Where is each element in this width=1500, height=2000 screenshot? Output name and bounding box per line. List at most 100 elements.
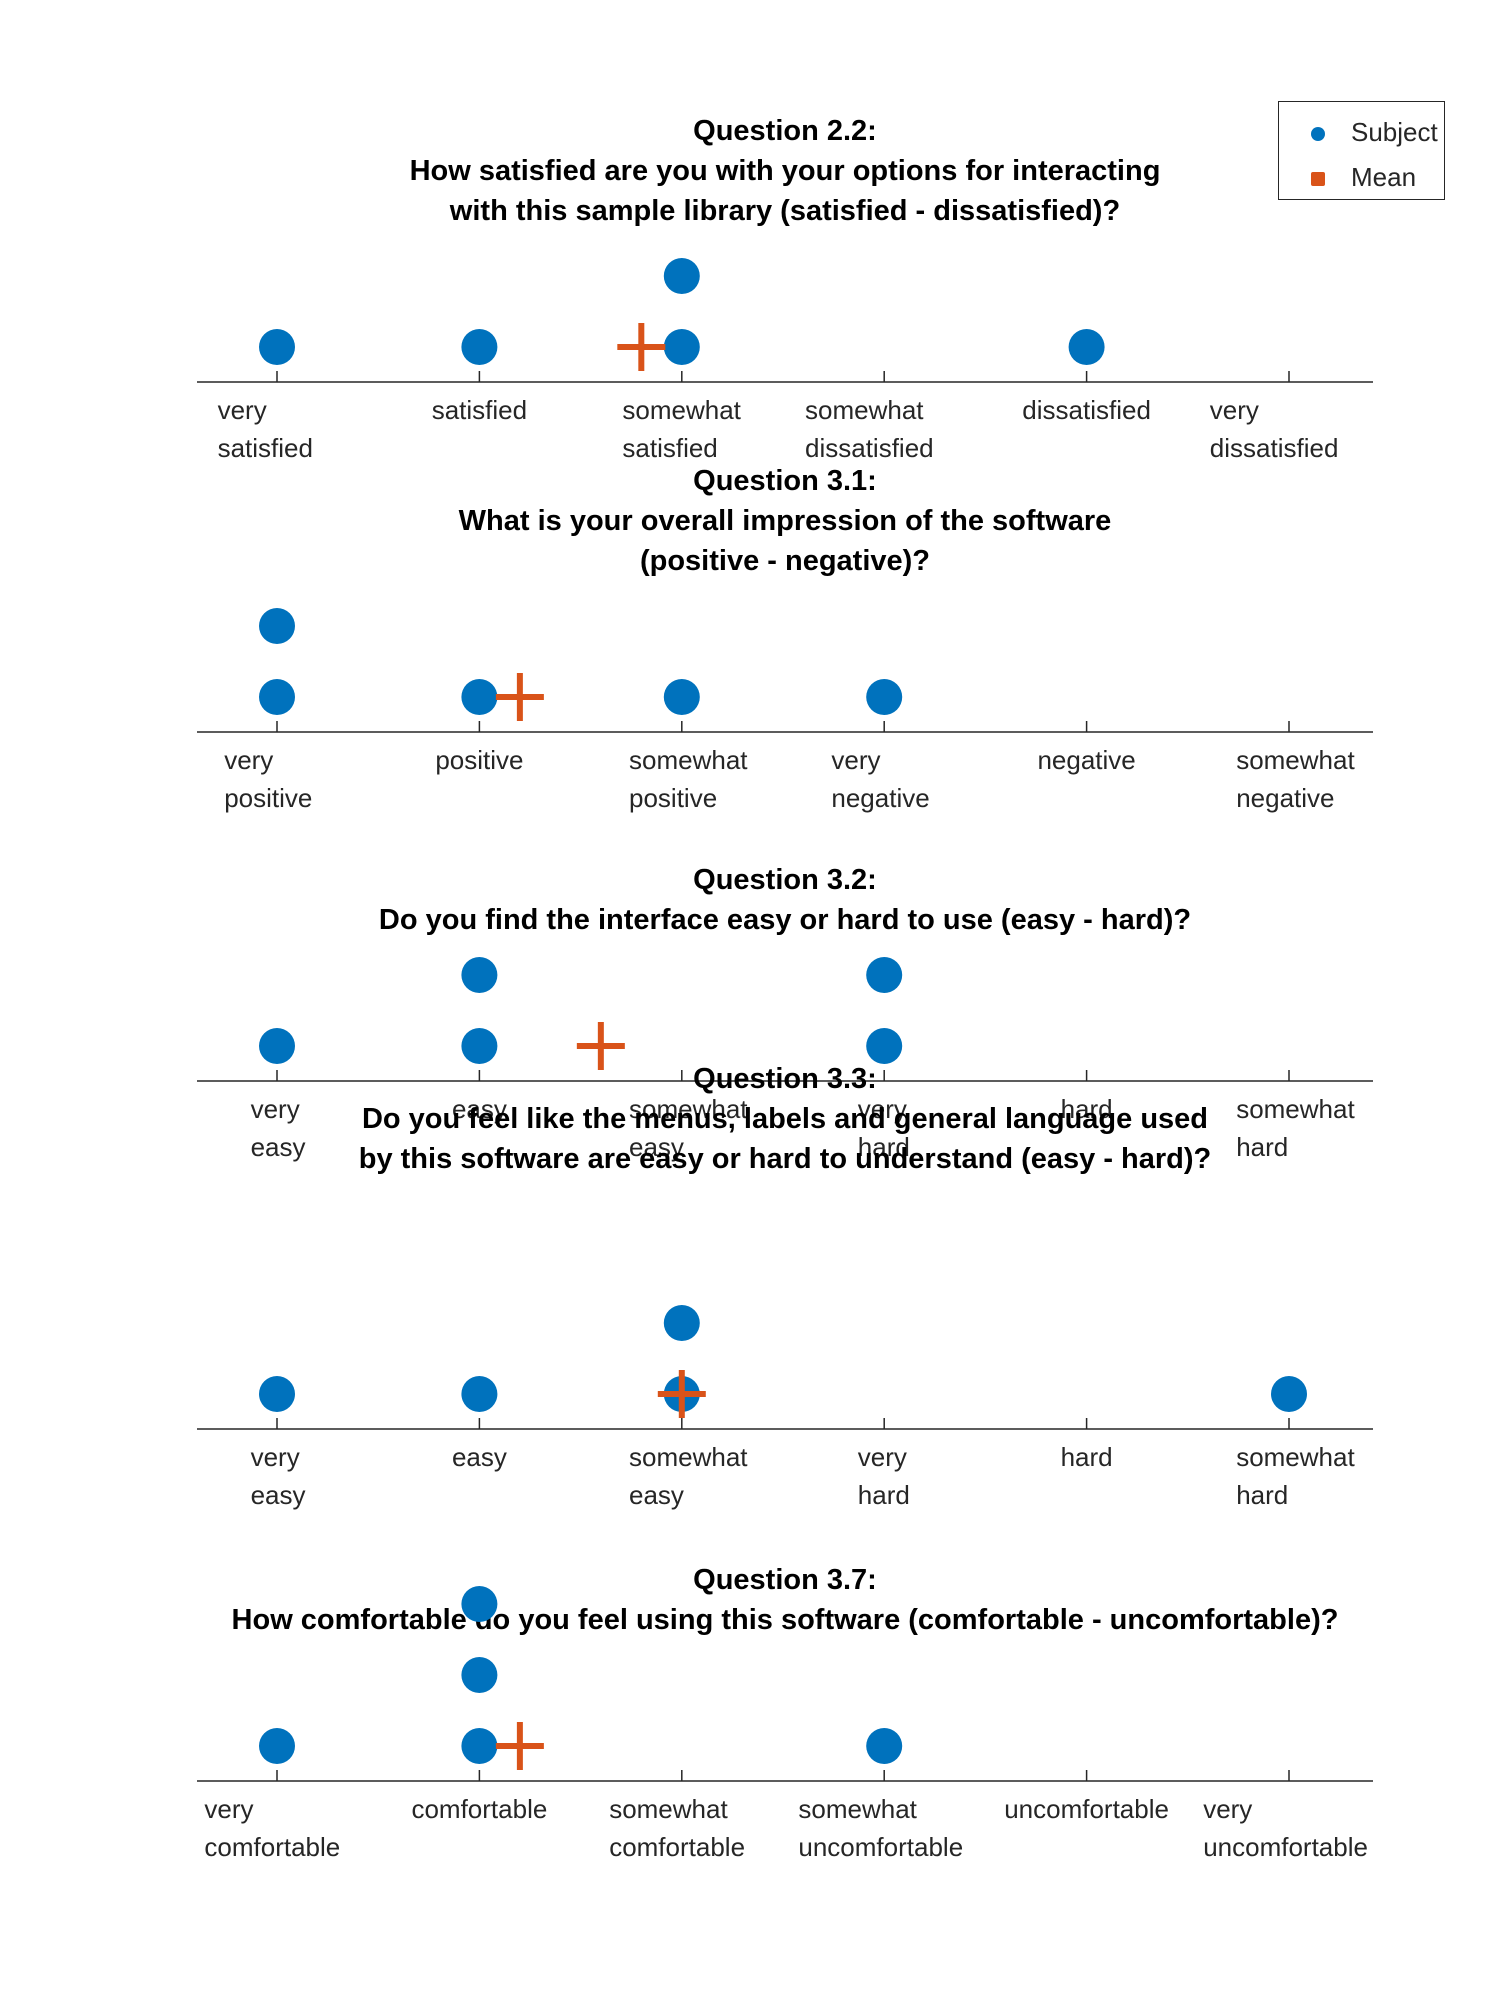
tick-label-line: satisfied	[218, 433, 313, 463]
tick-label: very easy	[251, 1442, 306, 1510]
tick-label: somewhat comfortable	[609, 1794, 745, 1862]
subject-point	[461, 1657, 498, 1693]
tick-label-line: comfortable	[411, 1794, 547, 1824]
subject-point	[461, 957, 498, 993]
subject-point	[1271, 1376, 1307, 1412]
tick-label-line: somewhat	[805, 395, 924, 425]
tick-label-line: dissatisfied	[1022, 395, 1151, 425]
mean-marker-icon	[1311, 172, 1325, 186]
subject-point	[663, 258, 700, 294]
subject-point	[461, 329, 498, 365]
tick-label-line: negative	[1236, 783, 1334, 813]
tick-label-line: dissatisfied	[805, 433, 934, 463]
tick-label-line: negative	[831, 783, 929, 813]
subject-point	[461, 1376, 498, 1412]
question-text-line: (positive - negative)?	[640, 545, 930, 577]
subject-point	[259, 1028, 295, 1064]
tick-label: comfortable	[411, 1794, 547, 1824]
mean-marker	[617, 323, 666, 371]
tick-label: somewhat dissatisfied	[805, 395, 934, 463]
question-text-line: How satisfied are you with your options …	[410, 155, 1161, 187]
question-title: Question 3.2:	[693, 864, 877, 896]
tick-label-line: somewhat	[1236, 1442, 1355, 1472]
subject-point	[866, 1728, 903, 1764]
tick-label-line: very	[204, 1794, 253, 1824]
question-title: Question 3.3:	[693, 1063, 877, 1095]
tick-label-line: easy	[629, 1132, 684, 1162]
question-text-line: Do you find the interface easy or hard t…	[379, 904, 1191, 936]
tick-label: positive	[435, 745, 523, 775]
legend-item-subject: Subject	[1279, 112, 1444, 152]
question-title: Question 3.7:	[693, 1564, 877, 1596]
subject-point	[259, 1728, 295, 1764]
tick-label: very easy	[251, 1094, 306, 1162]
tick-label-line: satisfied	[432, 395, 527, 425]
mean-marker	[657, 1370, 706, 1418]
question-5-panel: Question 3.7: How comfortable do you feel…	[197, 1564, 1373, 1862]
subject-point	[259, 1376, 295, 1412]
tick-label: somewhat positive	[629, 745, 748, 813]
tick-label: uncomfortable	[1004, 1794, 1169, 1824]
subject-point	[461, 679, 498, 715]
tick-label: very hard	[858, 1094, 910, 1162]
tick-label: dissatisfied	[1022, 395, 1151, 425]
tick-label-line: hard	[858, 1132, 910, 1162]
tick-label-line: easy	[251, 1132, 306, 1162]
tick-label-line: easy	[629, 1480, 684, 1510]
tick-label-line: dissatisfied	[1210, 433, 1339, 463]
question-text-line: How comfortable do you feel using this s…	[232, 1604, 1339, 1636]
tick-label: somewhat satisfied	[622, 395, 741, 463]
tick-label-line: negative	[1037, 745, 1135, 775]
tick-label-line: very	[858, 1094, 907, 1124]
tick-label-line: comfortable	[609, 1832, 745, 1862]
tick-label-line: somewhat	[629, 1094, 748, 1124]
mean-marker	[495, 1722, 544, 1770]
tick-label-line: somewhat	[609, 1794, 728, 1824]
tick-label-line: very	[251, 1094, 300, 1124]
tick-label-line: satisfied	[622, 433, 717, 463]
tick-label-line: uncomfortable	[1203, 1832, 1368, 1862]
legend-item-mean: Mean	[1279, 157, 1444, 197]
question-text-line: What is your overall impression of the s…	[459, 505, 1112, 537]
tick-label-line: very	[831, 745, 880, 775]
tick-label-line: very	[224, 745, 273, 775]
question-2-panel: Question 3.1: What is your overall impres…	[197, 465, 1373, 813]
legend-label-mean: Mean	[1351, 162, 1417, 192]
tick-label-line: very	[1203, 1794, 1252, 1824]
subject-point	[866, 1028, 903, 1064]
tick-label: somewhat uncomfortable	[798, 1794, 963, 1862]
tick-label: easy	[452, 1442, 507, 1472]
question-text-line: by this software are easy or hard to und…	[359, 1143, 1212, 1175]
tick-label-line: very	[218, 395, 267, 425]
tick-label-line: somewhat	[1236, 1094, 1355, 1124]
question-3-panel: Question 3.2: Do you find the interface e…	[197, 864, 1373, 1162]
subject-point	[663, 679, 700, 715]
question-title: Question 2.2:	[693, 115, 877, 147]
tick-label-line: somewhat	[629, 1442, 748, 1472]
tick-label: satisfied	[432, 395, 527, 425]
tick-label-line: hard	[1236, 1480, 1288, 1510]
tick-label: easy	[452, 1094, 507, 1124]
tick-label-line: somewhat	[629, 745, 748, 775]
tick-label-line: positive	[224, 783, 312, 813]
legend-label-subject: Subject	[1351, 117, 1438, 147]
subject-point	[663, 1305, 700, 1341]
subject-point	[866, 957, 903, 993]
legend: Subject Mean	[1278, 101, 1445, 200]
tick-label-line: uncomfortable	[798, 1832, 963, 1862]
tick-label-line: uncomfortable	[1004, 1794, 1169, 1824]
question-1-panel: Question 2.2: How satisfied are you with …	[197, 115, 1373, 463]
question-text-line: with this sample library (satisfied - di…	[449, 195, 1120, 227]
tick-label: very negative	[831, 745, 929, 813]
tick-label-line: hard	[858, 1480, 910, 1510]
tick-label-line: easy	[251, 1480, 306, 1510]
tick-label-line: somewhat	[798, 1794, 917, 1824]
subject-point	[866, 679, 903, 715]
tick-label-line: hard	[1061, 1094, 1113, 1124]
subject-point	[259, 329, 295, 365]
tick-label: somewhat negative	[1236, 745, 1355, 813]
subject-point	[1068, 329, 1105, 365]
tick-label-line: easy	[452, 1094, 507, 1124]
tick-label: hard	[1061, 1442, 1113, 1472]
